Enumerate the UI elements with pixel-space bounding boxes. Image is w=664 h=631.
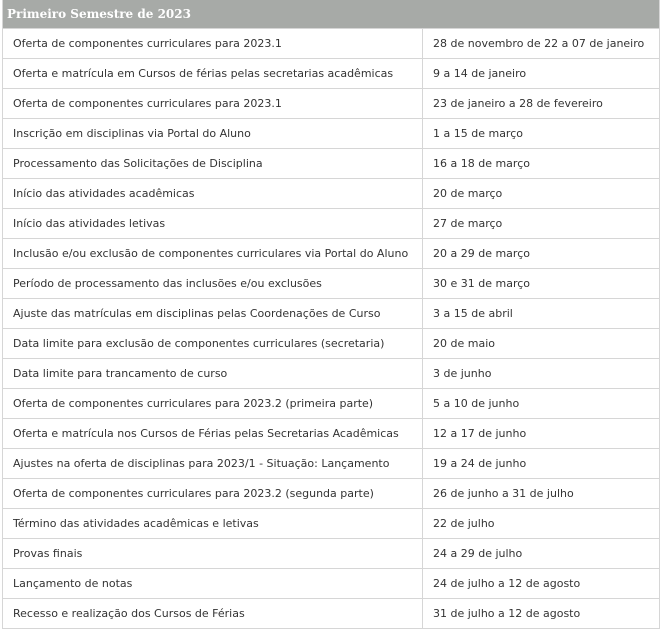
- table-row: Lançamento de notas 24 de julho a 12 de a…: [3, 568, 659, 598]
- date-cell: 27 de março: [433, 217, 503, 230]
- table-row: Período de processamento das inclusões e…: [3, 268, 659, 298]
- date-cell: 22 de julho: [433, 517, 495, 530]
- activity-cell: Início das atividades acadêmicas: [3, 179, 423, 208]
- activity-cell: Ajustes na oferta de disciplinas para 20…: [3, 449, 423, 478]
- table-row: Ajuste das matrículas em disciplinas pel…: [3, 298, 659, 328]
- date-cell: 20 de março: [433, 187, 503, 200]
- activity-cell: Inclusão e/ou exclusão de componentes cu…: [3, 239, 423, 268]
- table-row: Oferta de componentes curriculares para …: [3, 88, 659, 118]
- activity-cell: Data limite para exclusão de componentes…: [3, 329, 423, 358]
- activity-cell: Oferta de componentes curriculares para …: [3, 89, 423, 118]
- table-row: Término das atividades acadêmicas e leti…: [3, 508, 659, 538]
- activity-cell: Oferta de componentes curriculares para …: [3, 29, 423, 58]
- table-row: Inscrição em disciplinas via Portal do A…: [3, 118, 659, 148]
- table-row: Inclusão e/ou exclusão de componentes cu…: [3, 238, 659, 268]
- table-header: Primeiro Semestre de 2023: [3, 0, 659, 28]
- date-cell: 24 de julho a 12 de agosto: [433, 577, 581, 590]
- table-row: Processamento das Solicitações de Discip…: [3, 148, 659, 178]
- date-cell: 20 a 29 de março: [433, 247, 530, 260]
- date-cell: 1 a 15 de março: [433, 127, 523, 140]
- table-row: Recesso e realização dos Cursos de Féria…: [3, 598, 659, 628]
- activity-cell: Início das atividades letivas: [3, 209, 423, 238]
- table-row: Início das atividades acadêmicas 20 de ma…: [3, 178, 659, 208]
- date-cell: 3 de junho: [433, 367, 492, 380]
- activity-cell: Período de processamento das inclusões e…: [3, 269, 423, 298]
- date-cell: 12 a 17 de junho: [433, 427, 527, 440]
- activity-cell: Oferta e matrícula nos Cursos de Férias …: [3, 419, 423, 448]
- table-row: Ajustes na oferta de disciplinas para 20…: [3, 448, 659, 478]
- table-row: Provas finais 24 a 29 de julho: [3, 538, 659, 568]
- table-row: Data limite para exclusão de componentes…: [3, 328, 659, 358]
- date-cell: 31 de julho a 12 de agosto: [433, 607, 581, 620]
- date-cell: 19 a 24 de junho: [433, 457, 527, 470]
- activity-cell: Inscrição em disciplinas via Portal do A…: [3, 119, 423, 148]
- table-row: Início das atividades letivas 27 de março: [3, 208, 659, 238]
- activity-cell: Oferta e matrícula em Cursos de férias p…: [3, 59, 423, 88]
- date-cell: 16 a 18 de março: [433, 157, 530, 170]
- date-cell: 28 de novembro de 22 a 07 de janeiro: [433, 37, 645, 50]
- date-cell: 5 a 10 de junho: [433, 397, 520, 410]
- date-cell: 20 de maio: [433, 337, 495, 350]
- activity-cell: Oferta de componentes curriculares para …: [3, 479, 423, 508]
- activity-cell: Lançamento de notas: [3, 569, 423, 598]
- date-cell: 3 a 15 de abril: [433, 307, 513, 320]
- date-cell: 23 de janeiro a 28 de fevereiro: [433, 97, 603, 110]
- table-row: Oferta e matrícula nos Cursos de Férias …: [3, 418, 659, 448]
- activity-cell: Término das atividades acadêmicas e leti…: [3, 509, 423, 538]
- activity-cell: Provas finais: [3, 539, 423, 568]
- date-cell: 9 a 14 de janeiro: [433, 67, 527, 80]
- activity-cell: Ajuste das matrículas em disciplinas pel…: [3, 299, 423, 328]
- table-row: Data limite para trancamento de curso 3 d…: [3, 358, 659, 388]
- activity-cell: Data limite para trancamento de curso: [3, 359, 423, 388]
- activity-cell: Oferta de componentes curriculares para …: [3, 389, 423, 418]
- table-row: Oferta de componentes curriculares para …: [3, 388, 659, 418]
- table-row: Oferta e matrícula em Cursos de férias p…: [3, 58, 659, 88]
- activity-cell: Recesso e realização dos Cursos de Féria…: [3, 599, 423, 628]
- date-cell: 30 e 31 de março: [433, 277, 531, 290]
- activity-cell: Processamento das Solicitações de Discip…: [3, 149, 423, 178]
- date-cell: 26 de junho a 31 de julho: [433, 487, 574, 500]
- date-cell: 24 a 29 de julho: [433, 547, 523, 560]
- table-row: Oferta de componentes curriculares para …: [3, 28, 659, 58]
- table-row: Oferta de componentes curriculares para …: [3, 478, 659, 508]
